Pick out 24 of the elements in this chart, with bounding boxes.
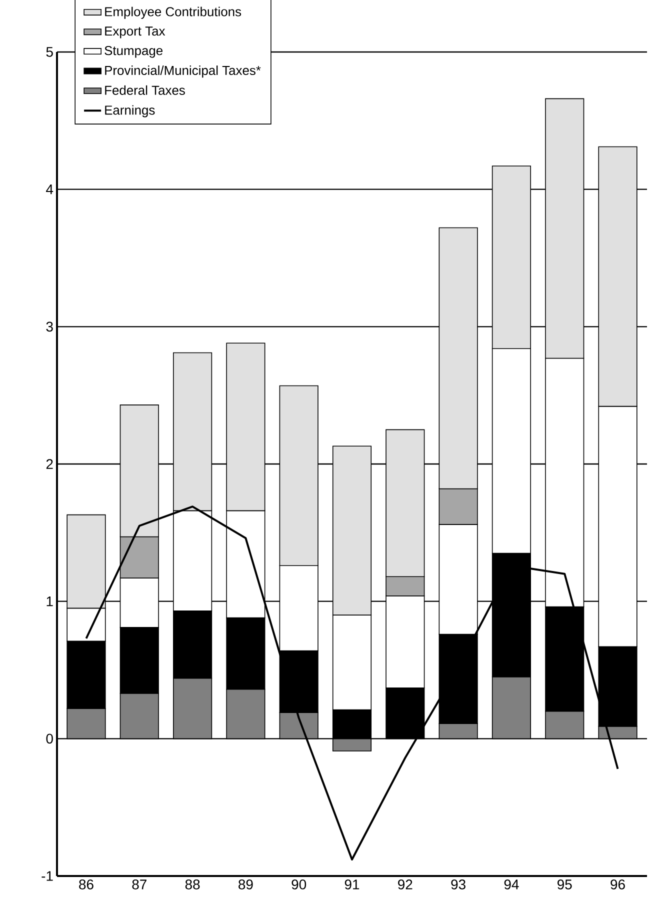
x-tick-label: 95	[558, 880, 572, 890]
x-tick-label: 91	[344, 880, 360, 890]
x-tick-label: 88	[185, 880, 200, 890]
x-tick-label: 86	[79, 880, 94, 890]
legend-label: Earnings	[105, 105, 155, 118]
legend-label: Provincial/Municipal Taxes*	[105, 66, 261, 78]
x-tick-label: 89	[238, 880, 253, 890]
x-tick-label: 96	[610, 880, 625, 890]
y-tick-label: 4	[46, 184, 54, 194]
x-tick-label: 94	[504, 880, 519, 890]
legend-label: Stumpage	[104, 46, 163, 58]
y-tick-label: 0	[46, 734, 53, 744]
y-tick-label: 1	[46, 596, 53, 606]
x-tick-label: 87	[132, 880, 146, 890]
legend-label: Employee Contributions	[105, 6, 242, 19]
x-tick-label: 90	[292, 880, 306, 890]
y-tick-label: 3	[46, 322, 53, 332]
y-tick-label: 5	[46, 47, 53, 57]
legend-label: Federal Taxes	[105, 85, 185, 95]
legend-label: Export Tax	[105, 26, 166, 38]
x-tick-label: 92	[398, 880, 412, 890]
y-tick-label: -1	[42, 871, 53, 881]
y-tick-label: 2	[46, 459, 53, 469]
x-tick-label: 93	[451, 880, 466, 890]
